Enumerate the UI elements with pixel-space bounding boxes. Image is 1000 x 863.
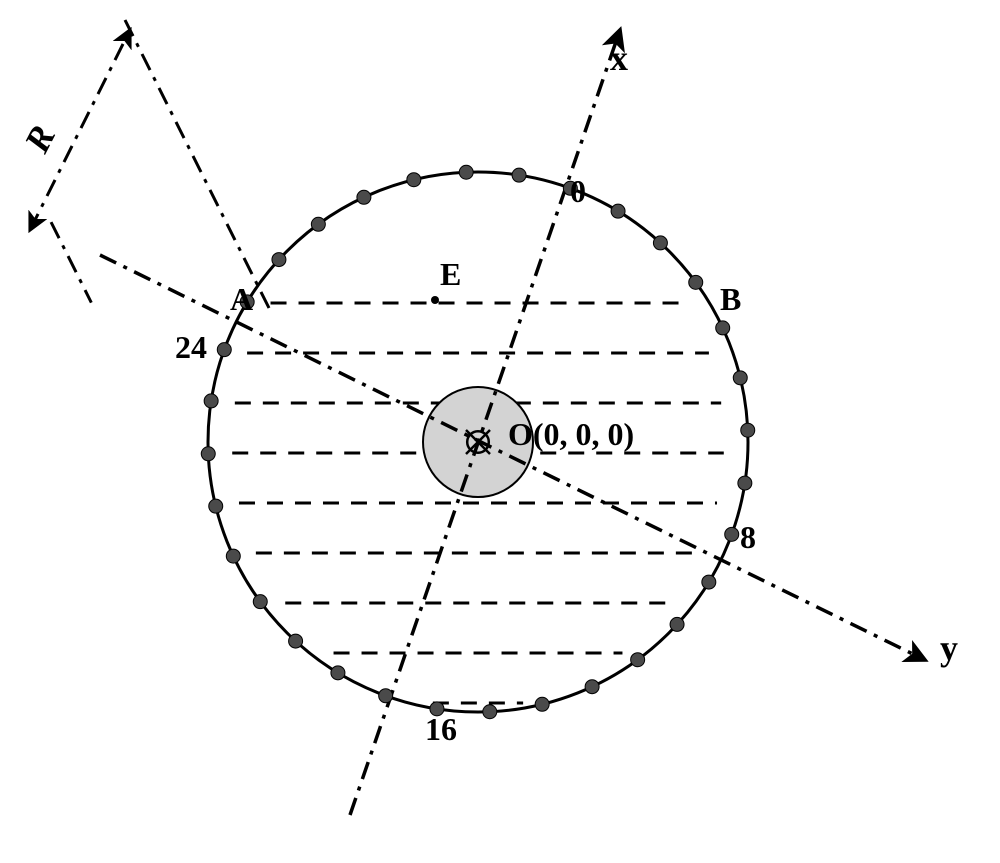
dot-22 xyxy=(201,447,215,461)
label-n0: 0 xyxy=(570,173,586,209)
label-x: x xyxy=(610,38,628,78)
dot-5 xyxy=(733,371,747,385)
dot-18 xyxy=(289,634,303,648)
dot-1 xyxy=(611,204,625,218)
dot-16 xyxy=(379,689,393,703)
diagram-canvas: Rx y O(0, 0, 0) A B E 0 8 16 24 xyxy=(0,0,1000,863)
y-axis xyxy=(100,255,925,660)
label-origin: O(0, 0, 0) xyxy=(508,416,634,452)
dot-19 xyxy=(253,595,267,609)
dot-14 xyxy=(483,705,497,719)
label-n8: 8 xyxy=(740,519,756,555)
dot-3 xyxy=(689,275,703,289)
dot-7 xyxy=(738,476,752,490)
label-n16: 16 xyxy=(425,711,457,747)
label-B: B xyxy=(720,281,741,317)
label-E: E xyxy=(440,256,461,292)
label-n24: 24 xyxy=(175,329,207,365)
dot-8 xyxy=(725,527,739,541)
dot-24 xyxy=(217,343,231,357)
dot-28 xyxy=(357,190,371,204)
point-E xyxy=(431,296,439,304)
dot-12 xyxy=(585,680,599,694)
dot-20 xyxy=(226,549,240,563)
dot-21 xyxy=(209,499,223,513)
hatch-lines xyxy=(232,303,724,703)
label-R: R xyxy=(16,119,63,159)
dot-4 xyxy=(716,321,730,335)
dot-11 xyxy=(631,653,645,667)
dot-23 xyxy=(204,394,218,408)
label-y: y xyxy=(940,628,958,668)
dot-30 xyxy=(459,165,473,179)
dot-17 xyxy=(331,666,345,680)
dim-tick xyxy=(51,222,91,302)
dot-31 xyxy=(512,168,526,182)
dot-10 xyxy=(670,617,684,631)
label-A: A xyxy=(230,281,253,317)
dot-29 xyxy=(407,173,421,187)
dot-9 xyxy=(702,575,716,589)
dot-27 xyxy=(311,217,325,231)
dim-radial-ext xyxy=(125,20,270,310)
dot-13 xyxy=(535,697,549,711)
dot-6 xyxy=(741,423,755,437)
dot-26 xyxy=(272,253,286,267)
dot-2 xyxy=(653,236,667,250)
